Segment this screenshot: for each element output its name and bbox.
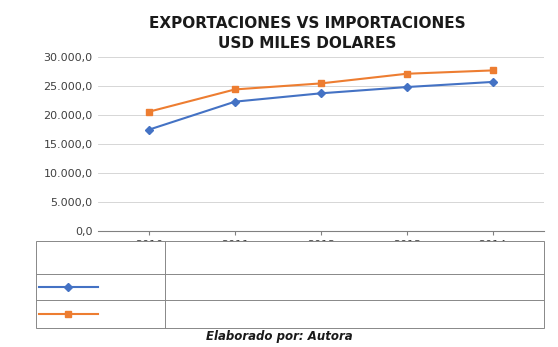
Text: 17.489,9: 17.489,9	[179, 282, 226, 292]
Text: 24.437,6: 24.437,6	[255, 309, 302, 319]
Text: 22.322,4: 22.322,4	[255, 282, 302, 292]
Text: 23.764,8: 23.764,8	[331, 282, 378, 292]
Text: 27.724,2: 27.724,2	[483, 309, 530, 319]
Text: 2014: 2014	[493, 253, 519, 263]
Text: 2012: 2012	[341, 253, 368, 263]
Text: EXPORTACIONES VS IMPORTACIONES: EXPORTACIONES VS IMPORTACIONES	[148, 16, 465, 31]
Text: USD MILES DOLARES: USD MILES DOLARES	[218, 36, 396, 51]
Text: Elaborado por: Autora: Elaborado por: Autora	[206, 330, 352, 343]
Text: 24.847,8: 24.847,8	[407, 282, 454, 292]
Text: 25.732,3: 25.732,3	[483, 282, 530, 292]
Text: EXPORTACIONES(FOB): EXPORTACIONES(FOB)	[100, 282, 216, 292]
Text: 2010: 2010	[189, 253, 216, 263]
Text: IMPORTACIONES(CIF): IMPORTACIONES(CIF)	[100, 309, 209, 319]
Text: 20.590,9: 20.590,9	[180, 309, 225, 319]
Text: 27.146,1: 27.146,1	[407, 309, 454, 319]
Text: 2013: 2013	[417, 253, 444, 263]
Text: 2011: 2011	[265, 253, 292, 263]
Text: 25.477,0: 25.477,0	[331, 309, 378, 319]
